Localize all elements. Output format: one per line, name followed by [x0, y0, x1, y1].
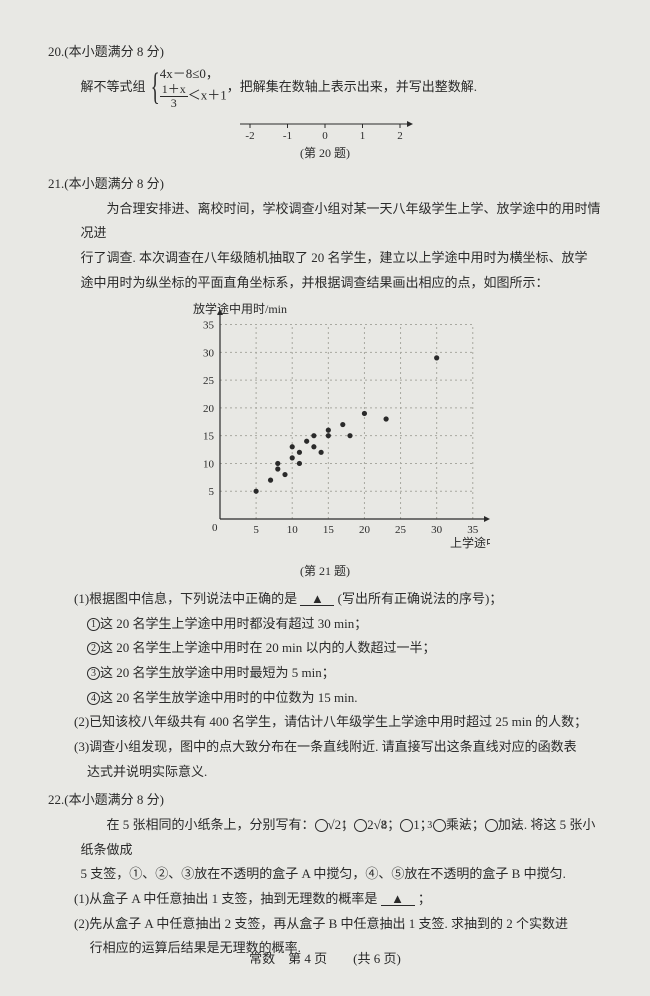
q20-prefix: 解不等式组	[81, 75, 146, 100]
q21-number: 21.	[48, 172, 64, 197]
circled-number-icon: 3	[400, 819, 413, 832]
q21-scatter-caption: (第 21 题)	[48, 560, 602, 583]
q20-fraction: 1＋x 3	[160, 83, 188, 110]
svg-text:5: 5	[209, 487, 215, 499]
svg-text:放学途中用时/min: 放学途中用时/min	[193, 301, 287, 316]
q20-ineq1: 4x－8≤0，	[160, 65, 227, 83]
svg-text:20: 20	[203, 403, 215, 415]
svg-text:15: 15	[323, 524, 335, 536]
q22-sub1-tail: ；	[415, 891, 431, 906]
q20-ineq2: 1＋x 3 ＜x＋1	[160, 83, 227, 110]
q22-sub2a: (2)先从盒子 A 中任意抽出 2 支签，再从盒子 B 中任意抽出 1 支签. …	[74, 912, 602, 937]
svg-text:10: 10	[203, 459, 215, 471]
svg-text:-1: -1	[283, 130, 292, 142]
q21-p1: 为合理安排进、离校时间，学校调查小组对某一天八年级学生上学、放学途中的用时情况进	[81, 197, 603, 246]
q22-points: (本小题满分 8 分)	[64, 788, 164, 813]
circled-number-icon: 1	[87, 618, 100, 631]
svg-text:10: 10	[287, 524, 299, 536]
svg-text:0: 0	[322, 130, 328, 142]
q22-chip-text: √2；	[328, 817, 355, 832]
svg-text:25: 25	[395, 524, 407, 536]
q20-system: { 4x－8≤0， 1＋x 3 ＜x＋1	[146, 65, 227, 111]
q22-body: 在 5 张相同的小纸条上，分别写有：1√2；22√8；31；4乘法；5加法. 将…	[81, 813, 603, 887]
blank-triangle: ▲	[300, 592, 334, 606]
q20-numline-caption: (第 20 题)	[235, 142, 415, 165]
svg-text:上学途中用时/min: 上学途中用时/min	[450, 535, 490, 550]
svg-text:30: 30	[431, 524, 443, 536]
svg-text:2: 2	[397, 130, 403, 142]
q20-points: (本小题满分 8 分)	[64, 40, 164, 65]
circled-number-icon: 5	[485, 819, 498, 832]
q21-sub1-tail: (写出所有正确说法的序号)；	[334, 591, 502, 606]
q21-paragraph: 为合理安排进、离校时间，学校调查小组对某一天八年级学生上学、放学途中的用时情况进…	[81, 197, 603, 296]
circled-number-icon: 4	[87, 692, 100, 705]
q20-body: 解不等式组 { 4x－8≤0， 1＋x 3 ＜x＋1 ，把解集在数轴上表示出来，…	[81, 65, 603, 111]
q20-header: 20. (本小题满分 8 分)	[48, 40, 602, 65]
svg-text:25: 25	[203, 375, 215, 387]
q22-chip-text: 乘法；	[446, 817, 485, 832]
q21-option-text: 这 20 名学生放学途中用时最短为 5 min；	[100, 665, 335, 680]
q21-option: 3这 20 名学生放学途中用时最短为 5 min；	[87, 661, 602, 686]
q21-option: 4这 20 名学生放学途中用时的中位数为 15 min.	[87, 686, 602, 711]
q21-sub1: (1)根据图中信息，下列说法中正确的是 ▲ (写出所有正确说法的序号)；	[74, 587, 602, 612]
circled-number-icon: 1	[315, 819, 328, 832]
q21-p2: 行了调查. 本次调查在八年级随机抽取了 20 名学生，建立以上学途中用时为横坐标…	[81, 246, 603, 271]
q21-sub3b: 达式并说明实际意义.	[87, 760, 602, 785]
svg-text:15: 15	[203, 431, 215, 443]
svg-text:35: 35	[203, 320, 215, 332]
svg-text:30: 30	[203, 348, 215, 360]
q21-option-text: 这 20 名学生放学途中用时的中位数为 15 min.	[100, 690, 357, 705]
q21-header: 21. (本小题满分 8 分)	[48, 172, 602, 197]
q22-p1a: 在 5 张相同的小纸条上，分别写有：	[107, 817, 315, 832]
svg-text:5: 5	[253, 524, 259, 536]
q21-option: 2这 20 名学生上学途中用时在 20 min 以内的人数超过一半；	[87, 636, 602, 661]
q21-option-text: 这 20 名学生上学途中用时在 20 min 以内的人数超过一半；	[100, 640, 435, 655]
q21-option: 1这 20 名学生上学途中用时都没有超过 30 min；	[87, 612, 602, 637]
q21-sub2: (2)已知该校八年级共有 400 名学生，请估计八年级学生上学途中用时超过 25…	[74, 710, 602, 735]
circled-number-icon: 4	[433, 819, 446, 832]
footer-right: (共 6 页)	[353, 951, 401, 966]
q21-option-text: 这 20 名学生上学途中用时都没有超过 30 min；	[100, 616, 367, 631]
q21-sub1-lead: (1)根据图中信息，下列说法中正确的是	[74, 591, 300, 606]
q22-header: 22. (本小题满分 8 分)	[48, 788, 602, 813]
brace-icon: {	[150, 68, 159, 106]
q21-scatter: 放学途中用时/min 5 10 15 20 25 30 35 5 10 15 20 25 30 35 0 上学途…	[48, 301, 602, 582]
svg-text:1: 1	[360, 130, 366, 142]
svg-text:20: 20	[359, 524, 371, 536]
circled-number-icon: 2	[354, 819, 367, 832]
q22-p1: 在 5 张相同的小纸条上，分别写有：1√2；22√8；31；4乘法；5加法. 将…	[81, 813, 603, 862]
q22-number: 22.	[48, 788, 64, 813]
q20-suffix: ，把解集在数轴上表示出来，并写出整数解.	[227, 75, 477, 100]
footer-left: 常数 第 4 页	[249, 951, 327, 966]
q21-sub3a: (3)调查小组发现，图中的点大致分布在一条直线附近. 请直接写出这条直线对应的函…	[74, 735, 602, 760]
q22-chip-text: 2√8；	[367, 817, 400, 832]
q22-chip-text: 1；	[413, 817, 433, 832]
q22-chip-text: 加法	[498, 817, 524, 832]
q22-p2: 5 支签，①、②、③放在不透明的盒子 A 中搅匀，④、⑤放在不透明的盒子 B 中…	[81, 862, 603, 887]
q20-frac-den: 3	[169, 97, 179, 110]
q20-number: 20.	[48, 40, 64, 65]
q20-frac-num: 1＋x	[160, 83, 188, 97]
svg-text:0: 0	[212, 522, 218, 534]
q22-sub1-lead: (1)从盒子 A 中任意抽出 1 支签，抽到无理数的概率是	[74, 891, 381, 906]
q21-p3: 途中用时为纵坐标的平面直角坐标系，并根据调查结果画出相应的点，如图所示：	[81, 271, 603, 296]
circled-number-icon: 2	[87, 642, 100, 655]
page-footer: 常数 第 4 页 (共 6 页)	[0, 947, 650, 972]
svg-text:-2: -2	[245, 130, 254, 142]
q20-ineq2-tail: ＜x＋1	[188, 88, 227, 103]
q20-numberline: -2 -1 0 1 2 (第 20 题)	[48, 116, 602, 166]
q21-points: (本小题满分 8 分)	[64, 172, 164, 197]
circled-number-icon: 3	[87, 667, 100, 680]
q22-sub1: (1)从盒子 A 中任意抽出 1 支签，抽到无理数的概率是 ▲ ；	[74, 887, 602, 912]
svg-text:35: 35	[467, 524, 479, 536]
blank-triangle: ▲	[381, 892, 415, 906]
